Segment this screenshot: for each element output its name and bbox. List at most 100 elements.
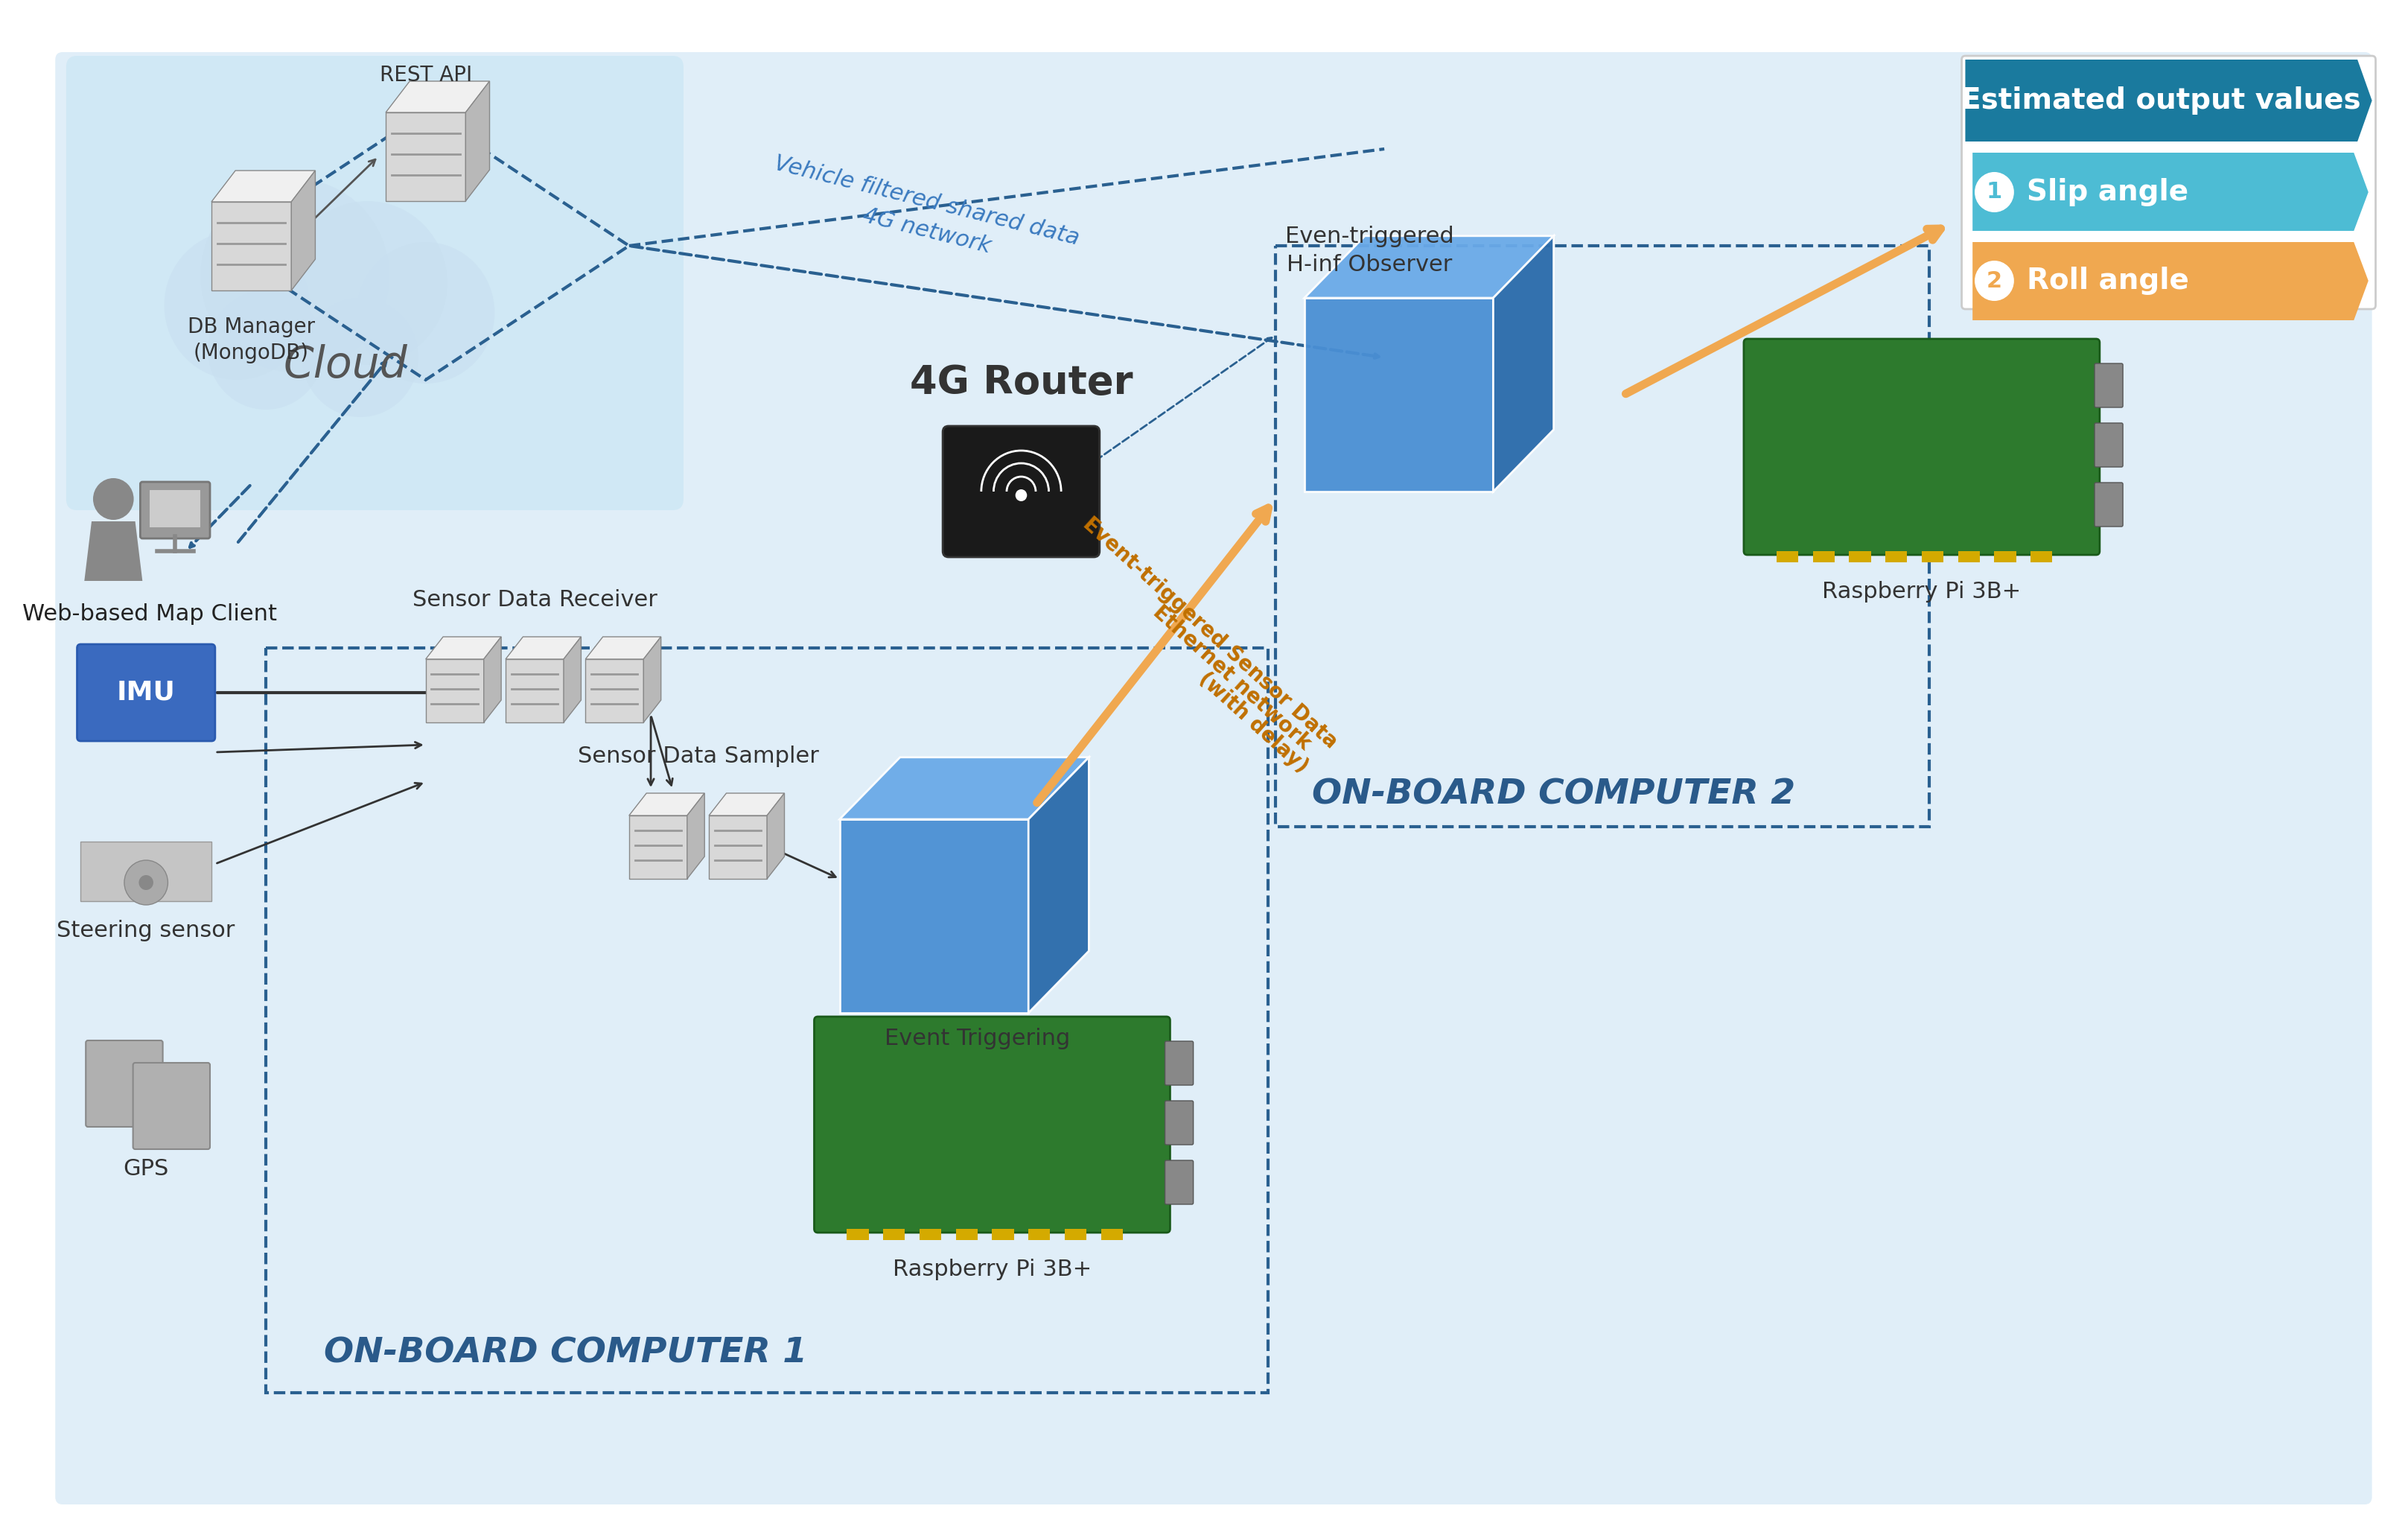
Bar: [1958, 552, 1979, 562]
Polygon shape: [84, 521, 142, 581]
Bar: [2030, 552, 2052, 562]
Circle shape: [1975, 173, 2013, 211]
Polygon shape: [385, 112, 465, 201]
Polygon shape: [1028, 757, 1088, 1013]
FancyBboxPatch shape: [2095, 423, 2124, 467]
Bar: [1100, 1229, 1122, 1239]
Text: Event Triggering: Event Triggering: [884, 1028, 1072, 1049]
Text: Slip angle: Slip angle: [2028, 178, 2189, 207]
Text: Vehicle filtered shared data: Vehicle filtered shared data: [773, 153, 1081, 250]
Polygon shape: [212, 202, 291, 291]
Bar: [1777, 552, 1799, 562]
Polygon shape: [628, 815, 686, 879]
Text: Web-based Map Client: Web-based Map Client: [22, 604, 277, 625]
Polygon shape: [686, 794, 706, 879]
FancyBboxPatch shape: [65, 55, 684, 510]
Circle shape: [303, 297, 419, 417]
Bar: [1064, 1229, 1086, 1239]
Polygon shape: [628, 794, 706, 815]
Polygon shape: [563, 637, 580, 723]
Polygon shape: [1965, 60, 2372, 141]
Polygon shape: [484, 637, 501, 723]
Text: Event-triggered Sensor Data: Event-triggered Sensor Data: [1079, 513, 1341, 752]
Bar: [992, 1229, 1014, 1239]
Polygon shape: [82, 841, 212, 901]
FancyBboxPatch shape: [87, 1040, 164, 1128]
FancyBboxPatch shape: [1165, 1160, 1194, 1204]
Text: Sensor Data Receiver: Sensor Data Receiver: [412, 590, 657, 611]
Bar: [884, 1229, 905, 1239]
Circle shape: [200, 179, 390, 372]
Bar: [1885, 552, 1907, 562]
Polygon shape: [708, 794, 785, 815]
Polygon shape: [465, 81, 489, 201]
Text: Ethernet network: Ethernet network: [1149, 602, 1315, 754]
Text: 4G network: 4G network: [860, 204, 992, 257]
Circle shape: [207, 291, 325, 409]
Text: DB Manager
(MongoDB): DB Manager (MongoDB): [188, 317, 315, 363]
Bar: [265, 648, 1269, 1393]
Bar: [149, 490, 200, 527]
Bar: [1994, 552, 2015, 562]
FancyBboxPatch shape: [1165, 1042, 1194, 1085]
Text: Raspberry Pi 3B+: Raspberry Pi 3B+: [1823, 581, 2020, 602]
Text: Roll angle: Roll angle: [2028, 267, 2189, 296]
FancyBboxPatch shape: [77, 645, 214, 741]
Polygon shape: [291, 170, 315, 291]
Text: 4G Router: 4G Router: [910, 363, 1132, 403]
Bar: [956, 1229, 978, 1239]
Polygon shape: [840, 757, 1088, 820]
Circle shape: [1016, 489, 1026, 501]
Text: Steering sensor: Steering sensor: [58, 919, 236, 941]
FancyBboxPatch shape: [1165, 1102, 1194, 1144]
Text: 2: 2: [1987, 270, 2001, 291]
Polygon shape: [1493, 236, 1553, 492]
Polygon shape: [768, 794, 785, 879]
Text: GPS: GPS: [123, 1158, 169, 1180]
Polygon shape: [212, 170, 315, 202]
Polygon shape: [506, 637, 580, 659]
Polygon shape: [585, 659, 643, 723]
Text: Sensor Data Sampler: Sensor Data Sampler: [578, 746, 819, 768]
Bar: [1813, 552, 1835, 562]
Polygon shape: [840, 820, 1028, 1013]
FancyBboxPatch shape: [944, 426, 1100, 558]
Polygon shape: [1305, 297, 1493, 492]
Text: Cloud: Cloud: [284, 343, 407, 386]
Polygon shape: [708, 815, 768, 879]
Polygon shape: [426, 637, 501, 659]
Polygon shape: [385, 81, 489, 112]
FancyBboxPatch shape: [140, 483, 209, 538]
Text: Raspberry Pi 3B+: Raspberry Pi 3B+: [893, 1259, 1091, 1281]
FancyBboxPatch shape: [2095, 363, 2124, 408]
Text: IMU: IMU: [116, 680, 176, 705]
Text: (with delay): (with delay): [1194, 668, 1312, 777]
Circle shape: [356, 242, 494, 383]
Polygon shape: [1305, 236, 1553, 297]
FancyBboxPatch shape: [1963, 55, 2377, 309]
Text: ON-BOARD COMPUTER 2: ON-BOARD COMPUTER 2: [1312, 778, 1794, 812]
Circle shape: [140, 875, 154, 890]
Polygon shape: [643, 637, 660, 723]
Bar: [1849, 552, 1871, 562]
Circle shape: [287, 201, 448, 365]
FancyBboxPatch shape: [1743, 339, 2100, 555]
Polygon shape: [1972, 153, 2369, 231]
Text: Estimated output values: Estimated output values: [1963, 86, 2362, 115]
Text: Even-triggered
H-inf Observer: Even-triggered H-inf Observer: [1286, 225, 1454, 276]
FancyBboxPatch shape: [55, 52, 2372, 1504]
Polygon shape: [506, 659, 563, 723]
Bar: [848, 1229, 869, 1239]
Bar: [1276, 245, 1929, 827]
Bar: [920, 1229, 942, 1239]
Circle shape: [94, 478, 135, 519]
Polygon shape: [1972, 242, 2369, 320]
Polygon shape: [426, 659, 484, 723]
Bar: [1922, 552, 1943, 562]
FancyBboxPatch shape: [814, 1017, 1170, 1233]
FancyBboxPatch shape: [132, 1063, 209, 1149]
FancyBboxPatch shape: [2095, 483, 2124, 527]
Bar: [1028, 1229, 1050, 1239]
Circle shape: [125, 859, 169, 905]
Bar: [970, 492, 1072, 552]
